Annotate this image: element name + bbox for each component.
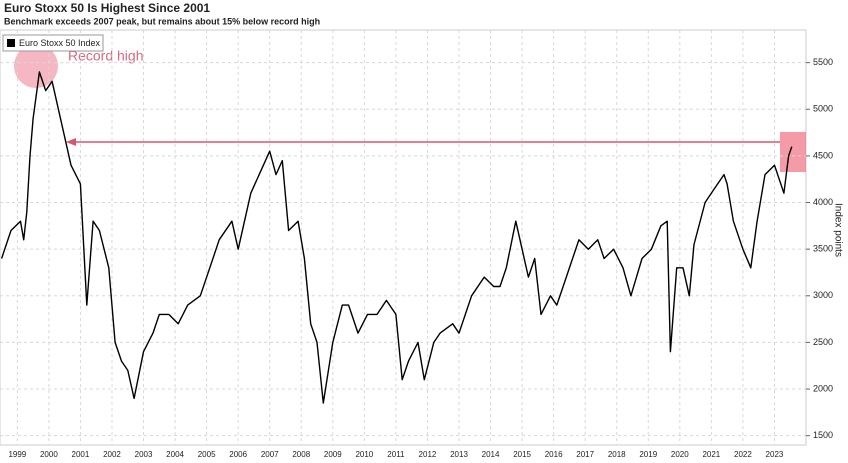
arrow-head	[66, 138, 76, 146]
x-tick-label: 2013	[450, 450, 468, 459]
x-tick-label: 1999	[8, 450, 26, 459]
x-tick-label: 2012	[419, 450, 437, 459]
y-tick-label: 2000	[813, 383, 833, 393]
x-tick-label: 2020	[671, 450, 689, 459]
x-tick-label: 2018	[608, 450, 626, 459]
x-tick-label: 2014	[482, 450, 500, 459]
x-tick-label: 2009	[324, 450, 342, 459]
y-tick-label: 1500	[813, 430, 833, 440]
y-tick-label: 4500	[813, 150, 833, 160]
current-level-box	[780, 132, 806, 172]
y-tick-label: 5000	[813, 104, 833, 114]
y-tick-label: 3000	[813, 290, 833, 300]
series-line	[0, 71, 793, 404]
chart-subtitle: Benchmark exceeds 2007 peak, but remains…	[4, 16, 320, 26]
x-tick-label: 2021	[702, 450, 720, 459]
x-tick-label: 2000	[40, 450, 58, 459]
x-tick-label: 2006	[229, 450, 247, 459]
plot-frame	[0, 29, 807, 446]
x-tick-label: 2022	[734, 450, 752, 459]
legend-label: Euro Stoxx 50 Index	[19, 38, 101, 48]
legend	[2, 34, 104, 52]
x-tick-label: 2019	[639, 450, 657, 459]
x-tick-label: 2015	[513, 450, 531, 459]
x-tick-label: 2005	[198, 450, 216, 459]
y-tick-label: 5500	[813, 57, 833, 67]
y-axis-label: Index points	[832, 203, 843, 257]
plot: 1500 2000 2500 3000 3500 4000 4500 5000 5500 1999…	[0, 30, 833, 459]
x-tick-label: 2008	[292, 450, 310, 459]
x-tick-label: 2001	[72, 450, 90, 459]
record-high-marker	[14, 44, 58, 88]
x-tick-label: 2016	[545, 450, 563, 459]
x-tick-label: 2004	[166, 450, 184, 459]
chart-title: Euro Stoxx 50 Is Highest Since 2001	[4, 1, 210, 15]
y-tick-label: 4000	[813, 197, 833, 207]
x-tick-label: 2003	[135, 450, 153, 459]
x-tick-label: 2002	[103, 450, 121, 459]
y-tick-label: 3500	[813, 244, 833, 254]
x-tick-label: 2010	[355, 450, 373, 459]
x-tick-label: 2017	[576, 450, 594, 459]
x-tick-label: 2011	[387, 450, 405, 459]
x-tick-label: 2023	[766, 450, 784, 459]
legend-swatch	[7, 39, 15, 47]
annotation: Record high	[68, 48, 144, 64]
y-tick-label: 2500	[813, 337, 833, 347]
x-tick-label: 2007	[261, 450, 279, 459]
